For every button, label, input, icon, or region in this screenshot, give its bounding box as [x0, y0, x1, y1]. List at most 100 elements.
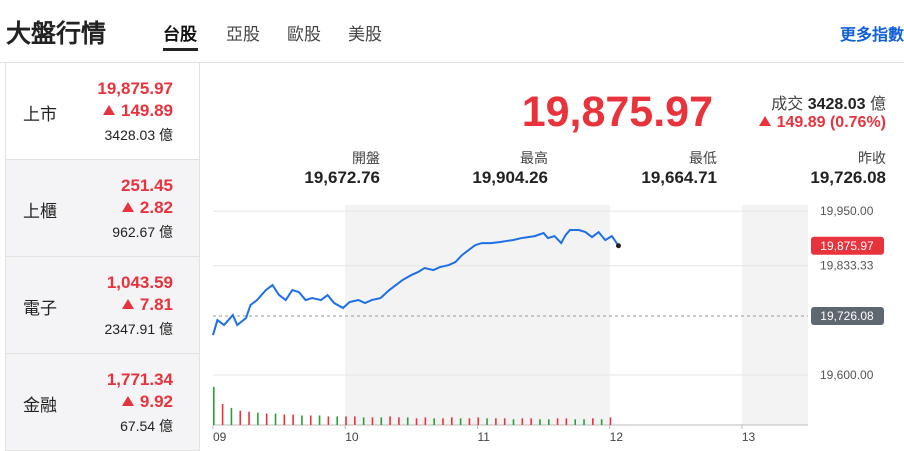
volume-bar — [539, 419, 541, 425]
volume-value: 3428.03 — [807, 96, 866, 113]
volume-bar — [389, 416, 391, 425]
volume-bar — [609, 417, 612, 425]
market-item[interactable]: 上市 19,875.97 149.89 3428.03 億 — [5, 63, 200, 160]
tab[interactable]: 亞股 — [226, 25, 260, 44]
volume-bar — [336, 416, 339, 425]
volume-bar — [530, 418, 532, 425]
volume-bar — [301, 415, 303, 425]
volume-bar — [318, 415, 321, 425]
volume-bar — [424, 417, 427, 425]
volume-bar — [274, 413, 277, 425]
market-price: 251.45 — [121, 176, 173, 195]
market-change: 149.89 — [103, 101, 173, 121]
volume-bar — [380, 417, 383, 425]
market-price: 1,043.59 — [106, 273, 173, 292]
time-band — [345, 205, 478, 425]
volume-bar — [451, 417, 453, 425]
volume-bar — [592, 418, 594, 425]
volume-bar — [556, 418, 559, 425]
volume-bar — [459, 418, 462, 425]
stat-value: 19,726.08 — [810, 168, 886, 187]
volume-bar — [398, 417, 400, 425]
market-price: 1,771.34 — [106, 370, 173, 389]
volume-bar — [327, 416, 330, 425]
volume-bar — [371, 417, 374, 425]
last-tag — [811, 236, 884, 255]
volume-bar — [257, 412, 259, 425]
market-volume: 3428.03 億 — [104, 127, 174, 143]
volume-bar — [283, 414, 286, 425]
market-change: 9.92 — [122, 392, 173, 412]
market-name: 電子 — [23, 299, 57, 318]
tab-underline — [163, 48, 198, 51]
volume-bar — [521, 418, 524, 425]
reference-tag — [811, 306, 884, 325]
volume-bar — [213, 386, 215, 425]
price-line — [212, 229, 620, 336]
volume-bar — [486, 418, 488, 425]
y-tick-label: 19,950.00 — [820, 204, 874, 218]
volume-bar — [442, 418, 444, 425]
volume-bar — [239, 410, 242, 425]
market-name: 上櫃 — [23, 202, 57, 221]
tab[interactable]: 台股 — [163, 25, 197, 44]
market-volume: 67.54 億 — [120, 418, 173, 434]
volume-bar — [362, 417, 365, 425]
volume-bar — [230, 407, 233, 425]
more-link[interactable]: 更多指數 — [840, 27, 904, 44]
volume-bar — [600, 419, 603, 425]
market-volume: 2347.91 億 — [104, 321, 174, 337]
time-band — [478, 205, 610, 425]
stat-value: 19,664.71 — [641, 168, 717, 187]
volume-bar — [221, 404, 224, 425]
volume-bar — [565, 418, 568, 425]
tab[interactable]: 歐股 — [287, 25, 321, 44]
x-tick-label: 13 — [742, 430, 756, 444]
volume-bar — [415, 418, 418, 425]
market-name: 上市 — [23, 105, 57, 124]
stat-label: 最低 — [689, 150, 717, 166]
volume-bar — [512, 419, 515, 425]
volume-bar — [503, 418, 506, 425]
stat-label: 最高 — [520, 150, 548, 166]
y-tick-label: 19,833.33 — [820, 259, 874, 273]
market-name: 金融 — [23, 396, 57, 415]
x-tick-label: 11 — [477, 430, 490, 444]
index-price: 19,875.97 — [521, 88, 713, 136]
volume-bar — [345, 416, 347, 425]
stat-label: 昨收 — [858, 150, 886, 166]
volume-label: 成交 — [771, 96, 804, 113]
market-change: 7.81 — [122, 295, 173, 315]
x-tick-label: 10 — [345, 430, 359, 444]
time-band — [742, 205, 808, 425]
market-volume: 962.67 億 — [112, 224, 173, 240]
volume-bar — [468, 418, 471, 425]
x-tick-label: 09 — [213, 430, 227, 444]
stat-value: 19,904.26 — [472, 168, 548, 187]
index-change: 149.89 (0.76%) — [759, 114, 886, 132]
stat-value: 19,672.76 — [304, 168, 380, 187]
volume-bar — [547, 419, 550, 425]
volume-bar — [265, 413, 268, 425]
last-point — [615, 243, 621, 249]
volume-summary: 成交 3428.03 億 — [771, 90, 886, 114]
y-tick-label: 19,600.00 — [820, 368, 874, 382]
volume-bar — [477, 417, 480, 425]
market-price: 19,875.97 — [97, 79, 173, 98]
tab[interactable]: 美股 — [348, 25, 382, 44]
reference-label: 19,726.08 — [820, 309, 874, 323]
volume-bar — [495, 418, 497, 425]
volume-bar — [248, 411, 250, 425]
market-change: 2.82 — [122, 198, 173, 218]
volume-bar — [309, 415, 312, 425]
stat-label: 開盤 — [352, 150, 380, 166]
market-item[interactable]: 上櫃 251.45 2.82 962.67 億 — [5, 160, 200, 257]
last-label: 19,875.97 — [820, 239, 874, 253]
market-item[interactable]: 金融 1,771.34 9.92 67.54 億 — [5, 354, 200, 451]
divider — [0, 62, 904, 63]
x-tick-label: 12 — [610, 430, 624, 444]
market-item[interactable]: 電子 1,043.59 7.81 2347.91 億 — [5, 257, 200, 354]
volume-bar — [354, 416, 356, 425]
